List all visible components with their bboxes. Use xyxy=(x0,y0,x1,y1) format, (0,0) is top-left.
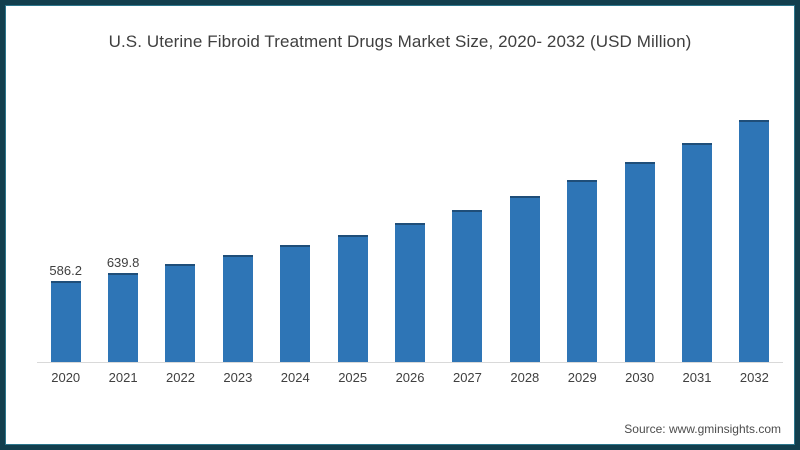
bar-2025 xyxy=(337,234,368,362)
bar-2032 xyxy=(739,119,770,362)
bar-slot-2028 xyxy=(496,112,553,362)
bar-2022 xyxy=(165,263,196,362)
bar-slot-2029 xyxy=(554,112,611,362)
x-axis-tick-label-2032: 2032 xyxy=(739,370,769,385)
x-axis-tick-label-2023: 2023 xyxy=(223,370,253,385)
bar-value-label-2021: 639.8 xyxy=(106,255,140,271)
x-axis-tick-label-2028: 2028 xyxy=(510,370,540,385)
bar-2024 xyxy=(280,245,311,362)
bar-2020 xyxy=(50,280,81,362)
x-axis-tick-label-2030: 2030 xyxy=(625,370,655,385)
x-axis-tick-label-2020: 2020 xyxy=(51,370,81,385)
x-axis-labels: 2020 2021 2022 2023 2024 2025 2026 2027 2028 2029… xyxy=(37,363,783,385)
x-axis-tick-label-2024: 2024 xyxy=(280,370,310,385)
bar-slot-2030 xyxy=(611,112,668,362)
bar-slot-2032 xyxy=(726,112,783,362)
bar-slot-2021: 639.8 xyxy=(94,112,151,362)
bar-slot-2026 xyxy=(381,112,438,362)
bar-slot-2022 xyxy=(152,112,209,362)
bar-slot-2024 xyxy=(267,112,324,362)
bar-2030 xyxy=(624,161,655,362)
bars-row: 586.2 639.8 xyxy=(37,112,783,363)
bar-slot-2027 xyxy=(439,112,496,362)
bar-2031 xyxy=(681,142,712,362)
bar-2021 xyxy=(108,273,139,362)
x-axis-tick-label-2029: 2029 xyxy=(567,370,597,385)
x-axis-tick-label-2021: 2021 xyxy=(108,370,138,385)
chart-title: U.S. Uterine Fibroid Treatment Drugs Mar… xyxy=(108,32,692,51)
bar-2029 xyxy=(567,179,598,362)
bar-2028 xyxy=(509,195,540,362)
x-axis-tick-label-2031: 2031 xyxy=(682,370,712,385)
source-attribution: Source: www.gminsights.com xyxy=(624,422,781,436)
plot-area: 586.2 639.8 2020 2021 2022 2023 2024 2025 2026 2… xyxy=(37,112,783,385)
bar-slot-2023 xyxy=(209,112,266,362)
x-axis-tick-label-2027: 2027 xyxy=(452,370,482,385)
x-axis-tick-label-2025: 2025 xyxy=(338,370,368,385)
bar-2023 xyxy=(222,254,253,362)
bar-slot-2020: 586.2 xyxy=(37,112,94,362)
bar-slot-2031 xyxy=(668,112,725,362)
bar-value-label-2020: 586.2 xyxy=(49,262,82,278)
bar-2026 xyxy=(395,223,426,362)
bar-2027 xyxy=(452,209,483,362)
x-axis-tick-label-2026: 2026 xyxy=(395,370,425,385)
x-axis-tick-label-2022: 2022 xyxy=(166,370,195,385)
bar-slot-2025 xyxy=(324,112,381,362)
